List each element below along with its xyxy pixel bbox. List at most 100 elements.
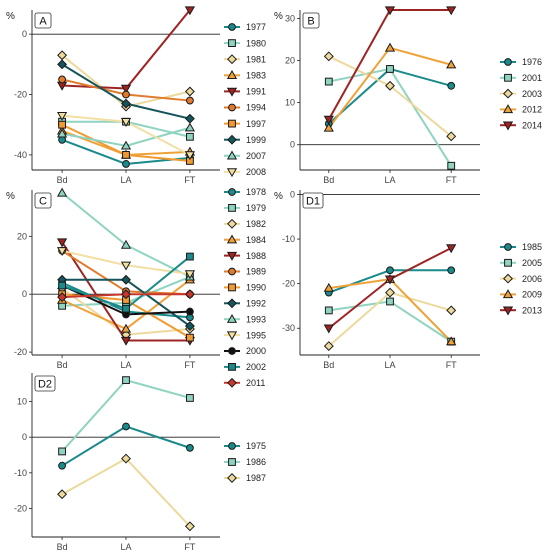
y-tick-label: 0 [290, 140, 295, 150]
legend-marker [226, 251, 238, 261]
data-point-2013 [323, 324, 334, 334]
data-point-2008 [120, 118, 132, 127]
data-point-1992 [184, 321, 195, 332]
data-point-2006 [323, 341, 334, 352]
data-point-1994 [186, 96, 194, 105]
y-unit-label: % [274, 11, 283, 22]
panel-tag-box [34, 12, 52, 29]
legend-entry: 1987 [246, 473, 266, 483]
legend-entry: 2003 [522, 89, 542, 99]
data-point-2000 [186, 307, 194, 316]
x-tick-label: FT [446, 175, 457, 185]
data-point-1987 [121, 453, 131, 464]
legend-entry: 2011 [246, 378, 265, 388]
data-point-1990 [186, 333, 194, 342]
legend-marker [227, 298, 237, 309]
data-point-2001 [386, 65, 394, 73]
data-point-1987 [184, 521, 195, 532]
data-point-2002 [186, 252, 194, 261]
data-point-2014 [446, 6, 457, 16]
legend-marker [502, 121, 514, 131]
legend-entry: 1979 [246, 203, 266, 213]
data-point-1991 [184, 6, 196, 16]
data-point-1999 [184, 113, 195, 124]
chart-panel-d1: 0 -10 -20 -30 Bd LA FT% D1 1985 2005 2006 2009 2013 [274, 189, 542, 370]
legend-marker [227, 473, 237, 483]
legend-marker [228, 458, 236, 466]
panel-tag-box [302, 12, 320, 29]
data-point-2003 [446, 131, 457, 142]
legend-marker [226, 70, 238, 79]
legend-marker [227, 134, 237, 145]
data-point-1988 [120, 336, 132, 346]
legend-entry: 1975 [246, 441, 266, 451]
x-tick-label: Bd [57, 360, 68, 370]
data-point-1999 [57, 59, 68, 70]
y-tick-label: 10 [285, 98, 295, 108]
legend-marker [504, 243, 512, 251]
y-tick-label: -40 [14, 150, 27, 160]
legend-marker [227, 54, 237, 65]
data-point-2003 [385, 80, 395, 91]
legend-marker [504, 258, 512, 267]
data-point-1986 [122, 376, 130, 385]
legend-entry: 1989 [246, 267, 266, 277]
legend-entry: 2002 [246, 362, 266, 372]
legend-marker [226, 313, 238, 323]
panel-tag: D2 [38, 379, 52, 391]
legend-marker [227, 218, 237, 229]
legend-entry: 2001 [522, 73, 542, 83]
data-point-2014 [323, 115, 334, 125]
data-point-1986 [58, 447, 66, 456]
data-point-1975 [58, 461, 66, 470]
legend-entry: 1977 [246, 22, 266, 32]
legend-entry: 1993 [246, 314, 266, 324]
y-tick-label: 10 [17, 397, 27, 407]
legend-entry: 1995 [246, 330, 266, 340]
legend-entry: 1991 [246, 87, 266, 97]
data-point-2013 [384, 275, 396, 285]
y-tick-label: -20 [14, 503, 27, 513]
legend: 1977 1980 1981 1983 1991 1994 1997 1999 2007 2008 [224, 22, 266, 178]
panel-tag-box [34, 192, 52, 209]
y-tick-label: -10 [282, 234, 295, 244]
data-point-2008 [184, 151, 196, 161]
x-tick-label: LA [120, 542, 131, 552]
legend-marker [227, 377, 237, 388]
legend-marker [228, 39, 236, 48]
legend: 1975 1986 1987 [224, 441, 266, 483]
legend-entry: 2007 [246, 151, 266, 161]
data-point-1986 [186, 394, 194, 402]
legend-marker [228, 267, 236, 276]
data-point-2007 [120, 140, 132, 150]
legend-entry: 1992 [246, 299, 266, 309]
data-point-1994 [58, 75, 66, 84]
x-tick-label: Bd [57, 175, 68, 185]
x-tick-label: LA [384, 360, 395, 370]
legend-marker [504, 73, 512, 82]
data-point-2002 [58, 281, 66, 290]
legend-entry: 2006 [522, 274, 542, 284]
legend-entry: 1985 [522, 242, 542, 252]
legend-entry: 1982 [246, 219, 266, 229]
legend-entry: 1997 [246, 119, 266, 129]
legend-marker [504, 58, 512, 66]
data-point-1985 [386, 266, 394, 275]
legend: 1985 2005 2006 2009 2013 [500, 242, 542, 316]
legend-marker [228, 119, 236, 128]
panel-tag: D1 [306, 196, 320, 208]
data-point-1975 [186, 443, 194, 452]
legend-marker [226, 87, 238, 97]
y-tick-label: -30 [282, 323, 295, 333]
legend-entry: 2014 [522, 120, 542, 130]
legend-marker [502, 306, 514, 316]
data-point-1985 [447, 266, 456, 275]
data-point-2009 [446, 336, 457, 346]
panel-tag: C [39, 196, 47, 208]
x-tick-label: FT [184, 360, 195, 370]
panel-tag-box [302, 192, 324, 209]
data-point-1984 [120, 323, 132, 333]
